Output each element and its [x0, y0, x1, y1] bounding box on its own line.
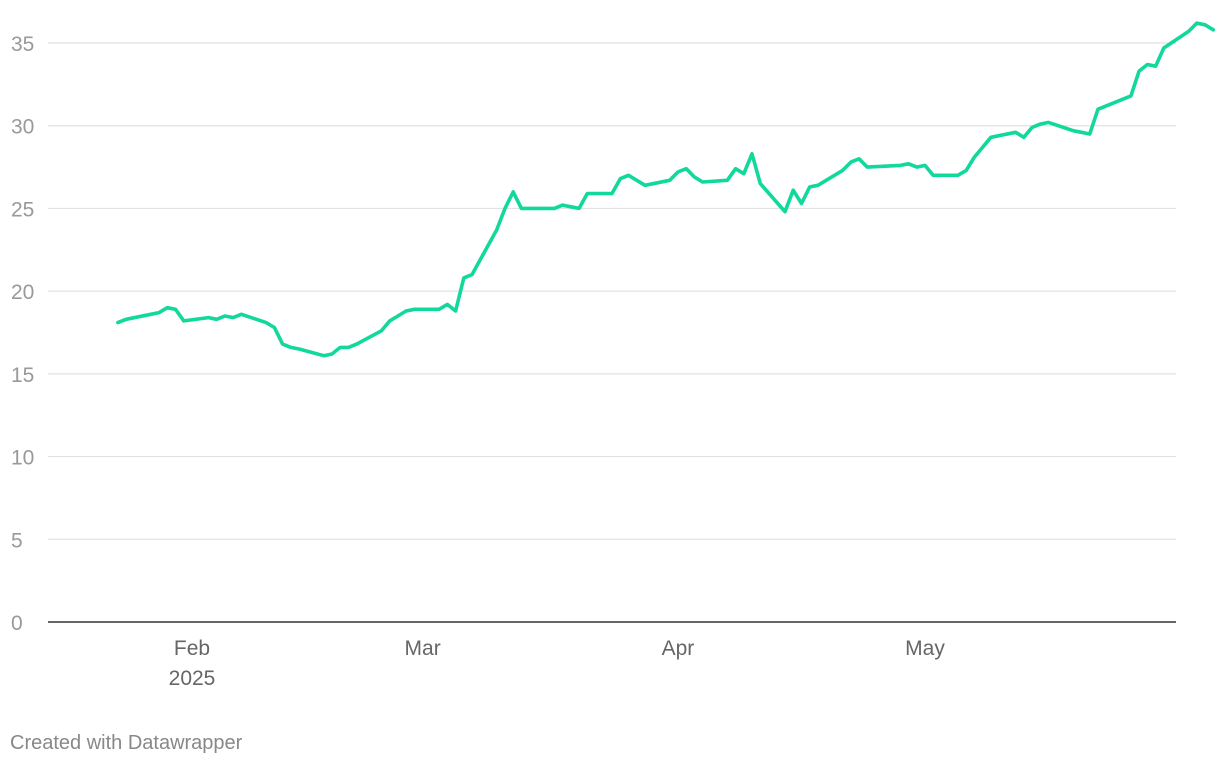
x-tick-label: May [905, 637, 945, 660]
y-tick-label: 25 [11, 198, 34, 221]
footer-credit: Created with Datawrapper [10, 732, 243, 754]
x-tick-label: Feb [174, 637, 210, 660]
x-axis-ticks: Feb 2025 Mar Apr May [169, 637, 946, 690]
x-tick-label: Mar [405, 637, 441, 660]
y-tick-label: 35 [11, 33, 34, 56]
x-tick-label: Apr [662, 637, 695, 660]
gridlines [48, 42, 1176, 623]
y-tick-label: 15 [11, 364, 34, 387]
y-tick-label: 30 [11, 116, 34, 139]
y-tick-label: 0 [11, 612, 23, 635]
y-axis-ticks: 0 5 10 15 20 25 30 35 [11, 33, 34, 635]
y-tick-label: 10 [11, 447, 34, 470]
x-tick-sublabel: 2025 [169, 667, 216, 690]
y-tick-label: 5 [11, 529, 23, 552]
series-group: X.2 [116, 21, 1216, 358]
y-tick-label: 20 [11, 281, 34, 304]
series-line [116, 21, 1216, 358]
